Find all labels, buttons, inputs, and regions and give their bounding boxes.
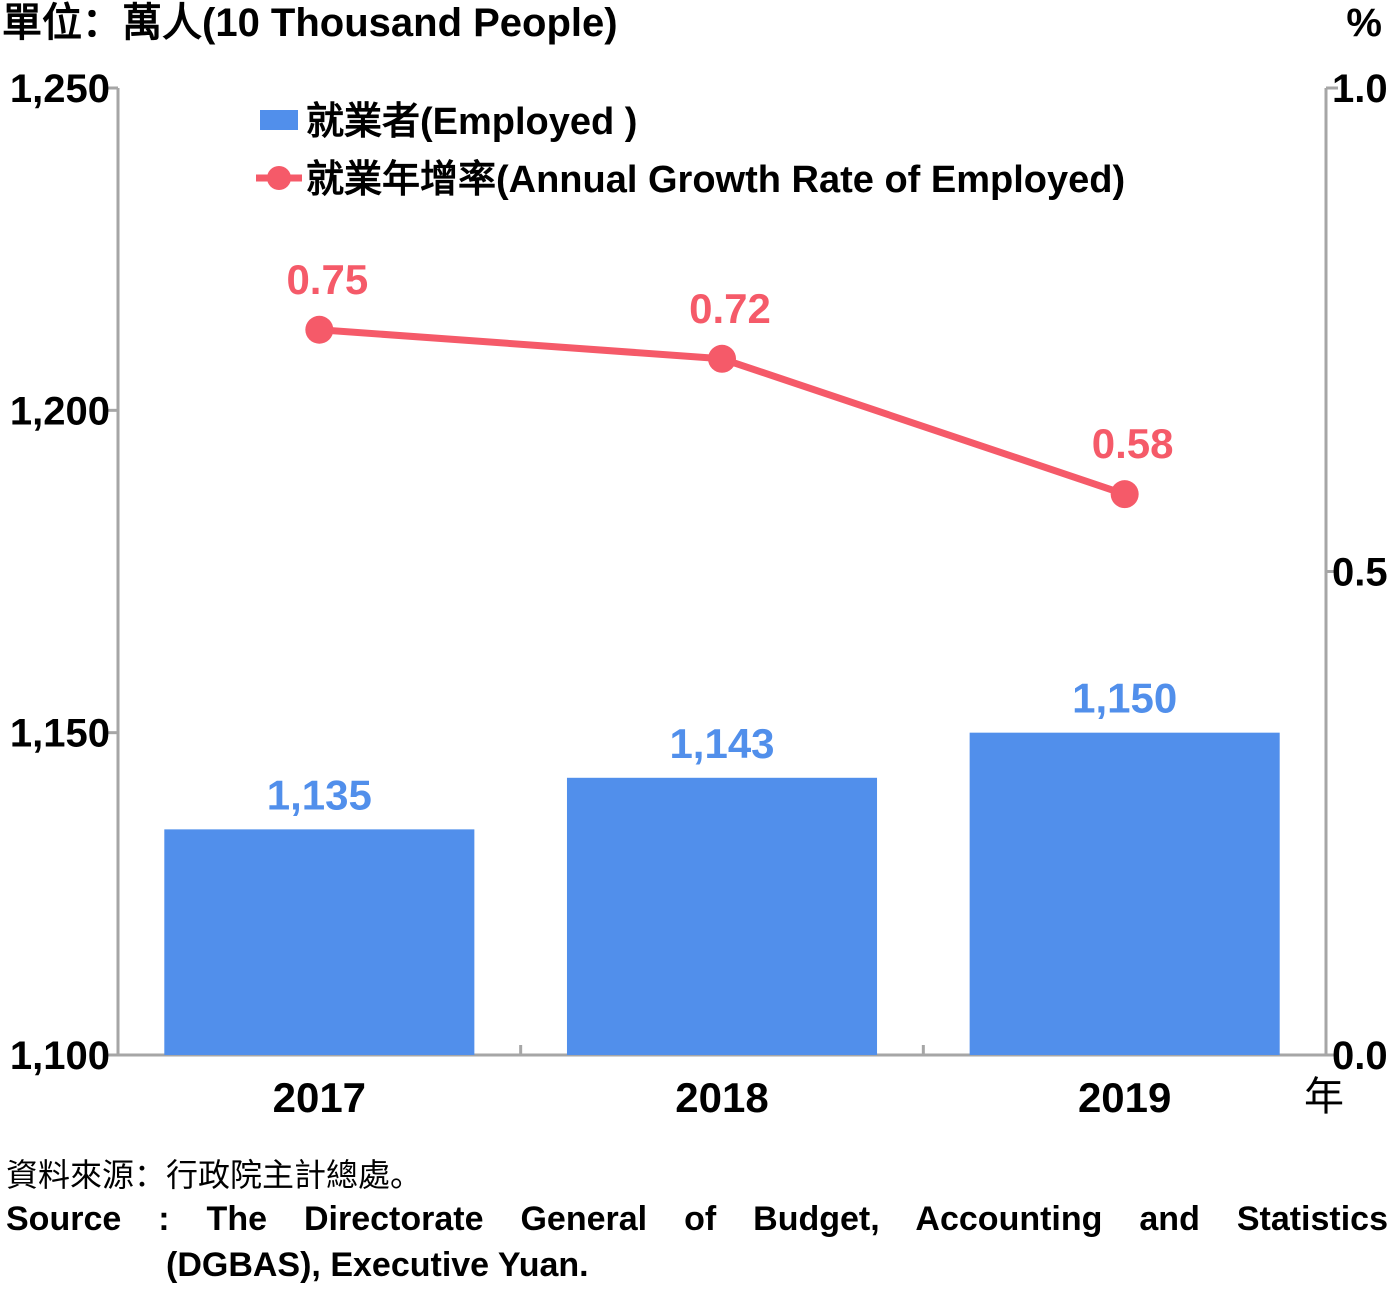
source-english-line-1: Source : The Directorate General of Budg… xyxy=(6,1200,1388,1238)
legend-swatch-employed xyxy=(260,110,298,130)
left-axis-tick-label: 1,200 xyxy=(10,389,110,433)
bar-employed xyxy=(164,829,475,1055)
legend-label-employed: 就業者(Employed ) xyxy=(306,101,637,143)
growth-rate-data-label: 0.58 xyxy=(1092,420,1174,467)
source-english-line-2: (DGBAS), Executive Yuan. xyxy=(166,1246,589,1284)
left-axis-tick-label: 1,250 xyxy=(10,67,110,111)
chart: 單位：萬人(10 Thousand People) % 年 1,100 1,150 1,2… xyxy=(2,1,1388,1121)
growth-rate-data-label: 0.72 xyxy=(689,285,771,332)
source-chinese: 資料來源：行政院主計總處。 xyxy=(6,1156,423,1194)
growth-rate-marker xyxy=(708,344,736,373)
bar-employed xyxy=(566,777,878,1055)
growth-rate-marker xyxy=(305,315,334,344)
growth-rate-data-label: 0.75 xyxy=(286,256,368,303)
right-axis-tick-label: 1.0 xyxy=(1332,67,1388,111)
x-axis-category-label: 2018 xyxy=(675,1074,768,1121)
right-axis-tick-label: 0.5 xyxy=(1332,551,1388,595)
bar-data-label: 1,143 xyxy=(669,720,774,767)
bar-employed xyxy=(969,732,1280,1055)
legend-swatch-growth-marker xyxy=(267,166,291,190)
bar-data-label: 1,150 xyxy=(1072,675,1177,722)
right-axis-unit: % xyxy=(1346,1,1382,45)
left-axis-unit: 單位：萬人(10 Thousand People) xyxy=(2,1,618,45)
right-axis-tick-label: 0.0 xyxy=(1332,1034,1388,1078)
left-axis-tick-label: 1,150 xyxy=(10,712,110,756)
x-axis-category-label: 2017 xyxy=(273,1074,366,1121)
x-axis-category-label: 2019 xyxy=(1078,1074,1171,1121)
left-axis-tick-label: 1,100 xyxy=(10,1034,110,1078)
legend-label-growth-rate: 就業年增率(Annual Growth Rate of Employed) xyxy=(306,159,1125,201)
x-axis-unit: 年 xyxy=(1304,1075,1344,1119)
bar-data-label: 1,135 xyxy=(267,771,372,818)
growth-rate-marker xyxy=(1110,480,1139,509)
